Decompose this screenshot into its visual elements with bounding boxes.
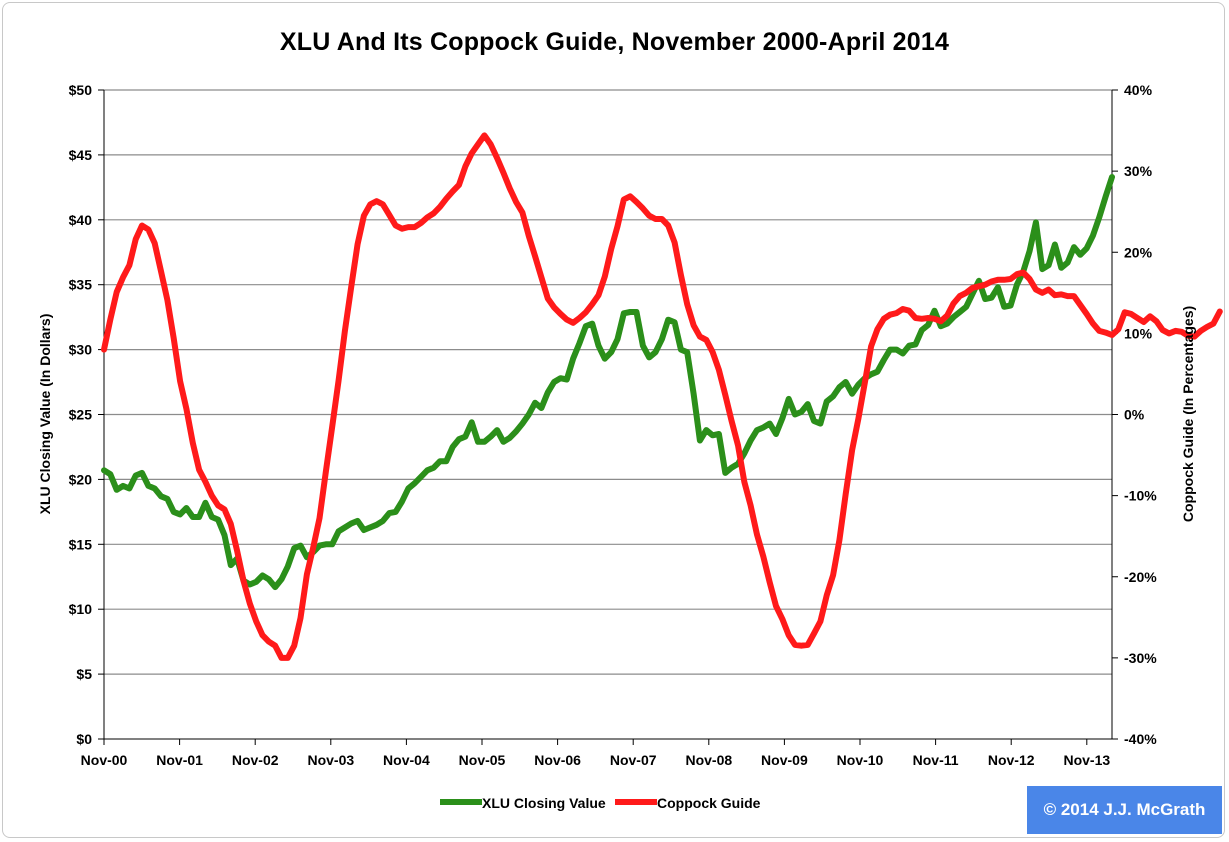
y-right-tick-label: 30%: [1124, 163, 1153, 179]
y-left-tick-label: $15: [69, 536, 93, 552]
y-left-tick-label: $5: [76, 666, 92, 682]
y-right-tick-label: -30%: [1124, 650, 1157, 666]
x-tick-label: Nov-03: [307, 752, 354, 768]
y-left-tick-label: $35: [69, 277, 93, 293]
y-left-tick-label: $25: [69, 407, 93, 423]
y-right-tick-label: 10%: [1124, 325, 1153, 341]
x-tick-label: Nov-09: [761, 752, 808, 768]
x-tick-label: Nov-12: [988, 752, 1035, 768]
x-tick-label: Nov-02: [232, 752, 279, 768]
y-right-ticks: -40% -30% -20% -10% 0% 10% 20% 30% 40%: [1124, 82, 1157, 747]
x-tick-label: Nov-05: [459, 752, 506, 768]
y-right-axis-title: Coppock Guide (In Percentages): [1180, 306, 1196, 522]
legend: XLU Closing Value Coppock Guide: [440, 795, 761, 811]
x-tick-label: Nov-11: [913, 752, 959, 768]
y-right-tick-label: 0%: [1124, 407, 1145, 423]
y-right-tick-label: -10%: [1124, 488, 1157, 504]
y-left-tick-label: $20: [69, 471, 93, 487]
y-right-tick-label: -20%: [1124, 569, 1157, 585]
legend-label: Coppock Guide: [657, 795, 761, 811]
gridlines: [104, 89, 1112, 675]
copyright-badge: © 2014 J.J. McGrath: [1027, 786, 1222, 834]
y-left-ticks: $0 $5 $10 $15 $20 $25 $30 $35 $40 $45 $50: [69, 82, 93, 747]
x-ticks: Nov-00 Nov-01 Nov-02 Nov-03 Nov-04 Nov-05 Nov-…: [81, 752, 1111, 768]
x-tick-label: Nov-13: [1063, 752, 1110, 768]
x-tick-label: Nov-07: [610, 752, 657, 768]
x-tick-label: Nov-10: [837, 752, 884, 768]
y-left-tick-label: $40: [69, 212, 93, 228]
series-lines: [101, 132, 1223, 661]
y-right-tick-label: 40%: [1124, 82, 1153, 98]
y-right-tick-label: 20%: [1124, 244, 1153, 260]
x-tick-label: Nov-00: [81, 752, 128, 768]
chart-title: XLU And Its Coppock Guide, November 2000…: [279, 28, 950, 56]
x-tick-label: Nov-04: [383, 752, 430, 768]
series-xlu-closing-value: [101, 174, 1115, 591]
y-left-tick-label: $30: [69, 342, 93, 358]
y-left-tick-label: $0: [76, 731, 92, 747]
x-tick-label: Nov-01: [156, 752, 203, 768]
y-left-tick-label: $50: [69, 82, 93, 98]
axes: [98, 89, 1118, 745]
y-right-tick-label: -40%: [1124, 731, 1157, 747]
series-coppock-guide: [101, 132, 1223, 661]
legend-label: XLU Closing Value: [482, 795, 606, 811]
x-tick-label: Nov-06: [534, 752, 581, 768]
y-left-tick-label: $45: [69, 147, 93, 163]
y-left-axis-title: XLU Closing Value (In Dollars): [37, 314, 53, 515]
x-tick-label: Nov-08: [685, 752, 732, 768]
y-left-tick-label: $10: [69, 601, 93, 617]
